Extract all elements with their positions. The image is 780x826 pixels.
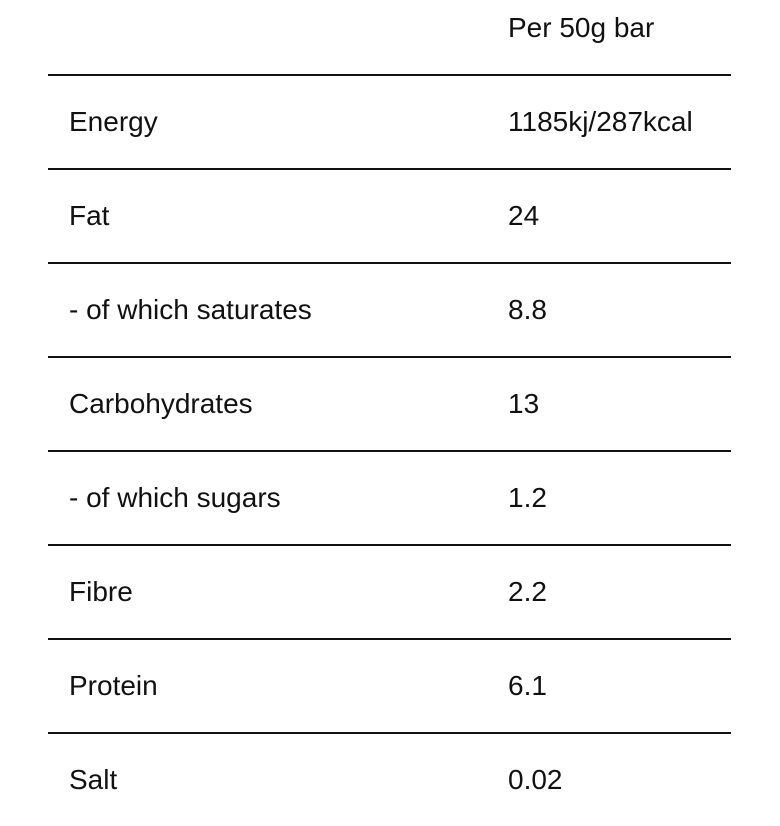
nutrient-value: 6.1 (508, 670, 547, 701)
nutrient-value: 8.8 (508, 294, 547, 325)
table-row-protein: Protein 6.1 (48, 640, 731, 734)
nutrient-value: 2.2 (508, 576, 547, 607)
table-row-salt: Salt 0.02 (48, 734, 731, 826)
nutrient-name: - of which saturates (69, 294, 312, 325)
nutrition-table: Per 50g bar Energy 1185kj/287kcal Fat 24… (48, 0, 731, 826)
table-row-saturates: - of which saturates 8.8 (48, 264, 731, 358)
table-row-energy: Energy 1185kj/287kcal (48, 76, 731, 170)
nutrient-value: 1.2 (508, 482, 547, 513)
nutrient-value: 24 (508, 200, 540, 231)
table-row-fibre: Fibre 2.2 (48, 546, 731, 640)
per-serving-header: Per 50g bar (508, 12, 655, 43)
nutrient-value: 13 (508, 388, 540, 419)
nutrient-name: Fibre (69, 576, 133, 607)
nutrient-value: 1185kj/287kcal (508, 106, 693, 137)
nutrient-name: Fat (69, 200, 110, 231)
nutrient-name: - of which sugars (69, 482, 281, 513)
table-row-fat: Fat 24 (48, 170, 731, 264)
nutrient-name: Protein (69, 670, 158, 701)
table-row-sugars: - of which sugars 1.2 (48, 452, 731, 546)
table-row-carbohydrates: Carbohydrates 13 (48, 358, 731, 452)
nutrient-name: Carbohydrates (69, 388, 253, 419)
nutrient-value: 0.02 (508, 764, 563, 795)
nutrient-name: Salt (69, 764, 118, 795)
nutrient-name: Energy (69, 106, 158, 137)
table-header-row: Per 50g bar (48, 0, 731, 76)
